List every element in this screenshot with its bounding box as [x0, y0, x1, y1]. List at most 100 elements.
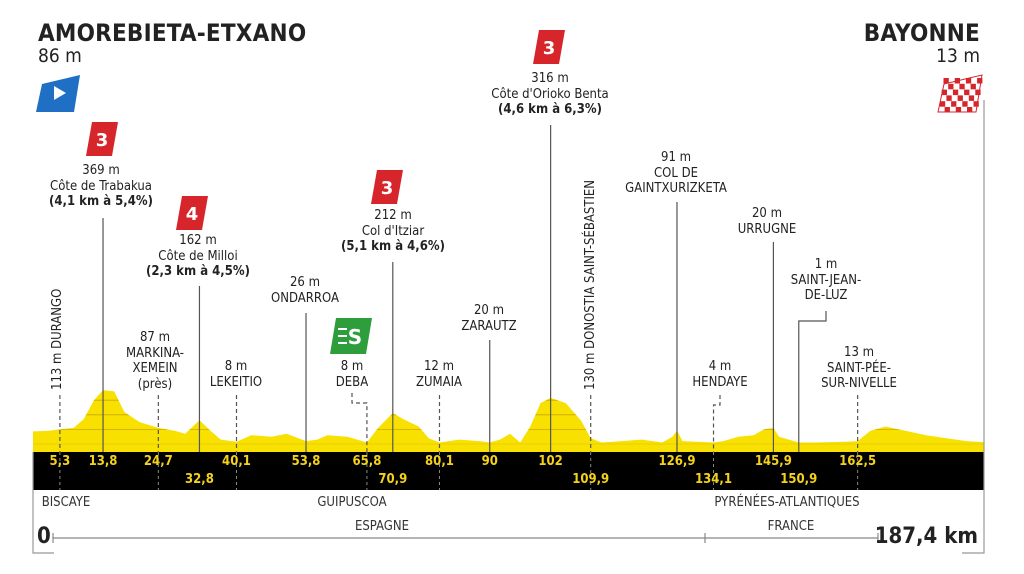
finish-flag-check	[952, 89, 959, 96]
marker-label-line: 87 m	[139, 330, 170, 345]
marker-label: 316 m Côte d'Orioko Benta (4,6 km à 6,3%)	[491, 71, 608, 118]
km-label: 102	[538, 454, 563, 469]
country-france: FRANCE	[767, 519, 815, 534]
marker-label-line: 1 m	[814, 257, 838, 272]
marker-label: 87 m MARKINA- XEMEIN (près)	[126, 330, 184, 392]
finish-flag-check	[968, 95, 975, 101]
km-label: 126,9	[658, 454, 696, 469]
marker-label-line: MARKINA-	[125, 345, 185, 361]
marker-label-line: 8 m	[224, 359, 248, 374]
marker-label-line: 4 m	[708, 359, 732, 374]
marker-label-line: 113 m DURANGO	[50, 288, 65, 390]
finish-flag-check	[946, 95, 952, 101]
marker-label-line: Côte de Trabakua	[50, 178, 152, 194]
finish-flag-check	[975, 89, 981, 96]
marker-label-line: 91 m	[661, 150, 691, 165]
finish-flag-check	[954, 78, 960, 84]
distance-total: 187,4 km	[874, 524, 978, 549]
marker-label-line: DEBA	[335, 374, 369, 390]
finish-flag-check	[962, 101, 968, 107]
marker-label-line: 26 m	[289, 275, 320, 290]
country-espagne: ESPAGNE	[354, 519, 410, 534]
km-label: 150,9	[780, 472, 818, 487]
start-flag-arrow	[54, 86, 66, 100]
finish-flag-check	[967, 107, 973, 113]
marker-label-line: Côte d'Orioko Benta	[491, 86, 609, 102]
marker-label: 20 m ZARAUTZ	[461, 303, 516, 334]
marker-label-line: 212 m	[374, 208, 412, 223]
marker-label-line: Côte de Milloi	[158, 248, 238, 264]
marker-label: 4 m HENDAYE	[692, 359, 747, 390]
marker-label-line: 13 m	[844, 345, 874, 360]
climb-category-number: 3	[96, 130, 109, 151]
region-pyrenees-atlantiques: PYRÉNÉES-ATLANTIQUES	[714, 495, 860, 510]
climb-stats: (2,3 km à 4,5%)	[146, 264, 250, 279]
marker-label: 1 m SAINT-JEAN- DE-LUZ	[791, 257, 862, 304]
marker-leader-line	[798, 311, 827, 452]
marker-label-line: 316 m	[531, 71, 569, 86]
climb-category-number: 3	[381, 178, 394, 199]
climb-category-number: 3	[543, 38, 556, 59]
marker-label: 20 m URRUGNE	[738, 206, 797, 237]
marker-label: 113 m DURANGO	[50, 289, 65, 390]
km-label: 145,9	[754, 454, 792, 469]
marker-label-line: URRUGNE	[737, 221, 797, 237]
sprint-badge-icon	[330, 318, 372, 354]
marker-label: 212 m Col d'Itziar (5,1 km à 4,6%)	[341, 208, 445, 255]
km-label: 40,1	[222, 454, 251, 469]
climb-category-badge	[533, 30, 565, 64]
climb-category-badge	[176, 196, 208, 230]
km-label: 13,8	[88, 454, 118, 469]
marker-label-line: 8 m	[340, 359, 364, 374]
climb-stats: (4,6 km à 6,3%)	[498, 102, 602, 117]
marker-label-line: HENDAYE	[692, 374, 748, 390]
climb-stats: (5,1 km à 4,6%)	[341, 239, 445, 254]
marker-label-line: 369 m	[82, 163, 120, 178]
km-label: 65,8	[352, 454, 382, 469]
finish-altitude: 13 m	[936, 45, 980, 67]
marker-label: 8 m LEKEITIO	[210, 359, 262, 390]
marker-label: 13 m SAINT-PÉE- SUR-NIVELLE	[821, 345, 897, 392]
km-label: 80,1	[425, 454, 454, 469]
marker-label-line: COL DE	[654, 165, 698, 181]
climb-stats: (4,1 km à 5,4%)	[49, 194, 153, 209]
finish-flag-check	[964, 89, 970, 96]
marker-label: 162 m Côte de Milloi (2,3 km à 4,5%)	[146, 233, 250, 280]
finish-flag-check	[951, 101, 957, 107]
marker-label-line: 12 m	[423, 359, 454, 374]
km-label: 109,9	[572, 472, 610, 487]
finish-flag-check	[955, 107, 962, 113]
marker-label-line: 162 m	[179, 233, 217, 248]
finish-flag-check	[944, 107, 950, 113]
distance-start: 0	[37, 524, 51, 549]
frame-left	[32, 452, 54, 554]
marker-label: 26 m ONDARROA	[271, 275, 339, 306]
marker-label-line: LEKEITIO	[209, 374, 263, 390]
marker-label-line: SUR-NIVELLE	[821, 376, 897, 391]
region-guipuscoa: GUIPUSCOA	[317, 495, 387, 510]
sprint-letter: S	[348, 325, 362, 349]
finish-flag-check	[948, 83, 954, 90]
marker-label-line: SAINT-JEAN-	[790, 272, 862, 288]
marker-label-line: 20 m	[473, 303, 504, 318]
finish-town: BAYONNE	[863, 19, 980, 47]
start-town: AMOREBIETA-ETXANO	[38, 19, 307, 47]
marker-label: 91 m COL DE GAINTXURIZKETA	[625, 150, 727, 197]
marker-label-line: Col d'Itziar	[361, 223, 425, 239]
start-altitude: 86 m	[38, 45, 82, 67]
km-label: 70,9	[378, 472, 408, 487]
marker-label-line: SAINT-PÉE-	[826, 360, 892, 376]
marker-label-line: 130 m DONOSTIA SAINT-SÉBASTIEN	[583, 179, 598, 390]
km-label: 134,1	[695, 472, 733, 487]
marker-label: 12 m ZUMAIA	[416, 359, 462, 390]
finish-flag-check	[959, 83, 965, 90]
km-label: 90	[481, 454, 498, 469]
marker-label-line: XEMEIN	[132, 361, 178, 376]
marker-label-line: ONDARROA	[271, 290, 339, 306]
finish-flag-check	[965, 78, 972, 84]
climb-category-number: 4	[186, 204, 199, 225]
km-label: 5,3	[49, 454, 71, 469]
marker-label-line: ZARAUTZ	[461, 318, 517, 334]
km-label: 32,8	[185, 472, 214, 487]
